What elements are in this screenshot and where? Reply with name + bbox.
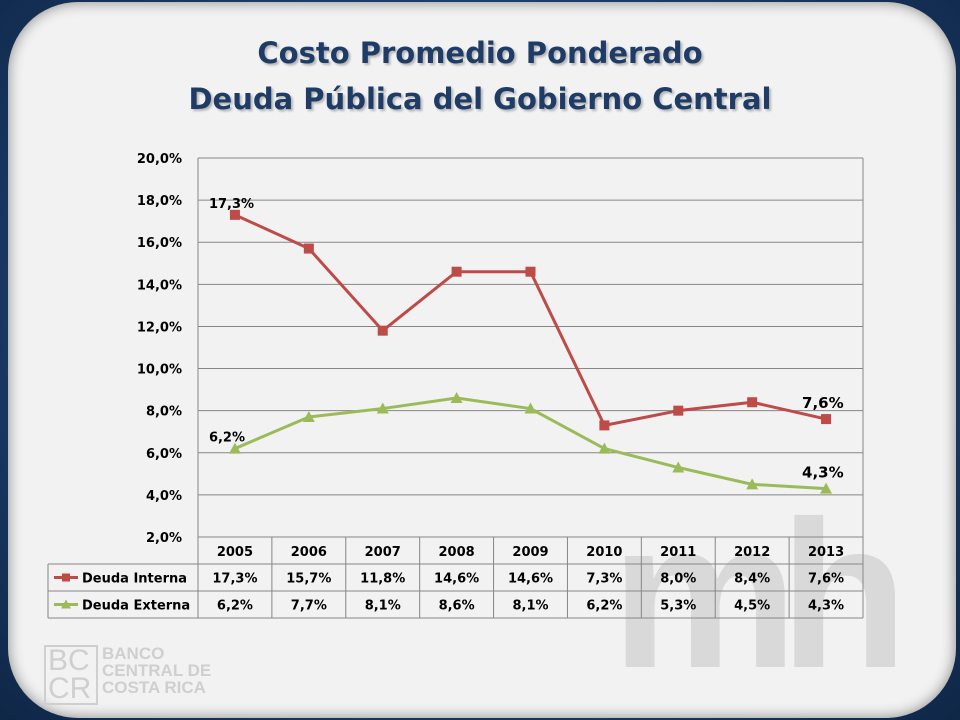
y-tick-label: 12,0% <box>137 320 182 335</box>
x-category-label: 2007 <box>365 545 401 560</box>
data-label: 4,3% <box>802 464 844 482</box>
slide-background <box>8 2 956 718</box>
bccr-logo-mark: BC CR <box>44 645 98 705</box>
x-category-label: 2013 <box>808 545 844 560</box>
y-tick-label: 4,0% <box>146 489 182 504</box>
data-point-marker <box>673 405 684 416</box>
data-point-marker <box>820 482 833 494</box>
data-point-marker <box>746 478 759 490</box>
table-value-cell: 8,0% <box>660 572 696 587</box>
y-tick-label: 18,0% <box>137 194 182 209</box>
watermark-logo: mh <box>611 477 908 712</box>
x-category-label: 2009 <box>512 545 548 560</box>
x-category-label: 2011 <box>660 545 696 560</box>
table-value-cell: 6,2% <box>586 599 622 614</box>
table-value-cell: 14,6% <box>434 572 479 587</box>
legend-series-name: Deuda Externa <box>82 599 190 614</box>
y-tick-label: 10,0% <box>137 363 182 378</box>
table-value-cell: 8,4% <box>734 572 770 587</box>
bccr-logo: BC CR BANCO CENTRAL DE COSTA RICA <box>44 645 244 709</box>
data-point-marker <box>451 266 462 277</box>
table-value-cell: 7,3% <box>586 572 622 587</box>
data-point-marker <box>228 442 241 454</box>
data-point-marker <box>672 461 685 473</box>
y-tick-label: 8,0% <box>146 405 182 420</box>
x-category-label: 2010 <box>586 545 622 560</box>
data-label: 17,3% <box>209 197 254 212</box>
table-value-cell: 11,8% <box>360 572 405 587</box>
table-value-cell: 8,1% <box>365 599 401 614</box>
bccr-logo-name: BANCO CENTRAL DE COSTA RICA <box>102 644 212 697</box>
table-value-cell: 4,5% <box>734 599 770 614</box>
data-point-marker <box>377 325 388 336</box>
data-point-marker <box>450 392 463 404</box>
series-line-deuda-interna <box>234 213 827 427</box>
data-point-marker <box>229 209 240 220</box>
legend-series-name: Deuda Interna <box>82 572 187 587</box>
legend-key-marker <box>61 599 71 609</box>
table-value-cell: 6,2% <box>217 599 253 614</box>
y-tick-label: 6,0% <box>146 447 182 462</box>
table-value-cell: 5,3% <box>660 599 696 614</box>
data-point-marker <box>302 410 315 422</box>
x-category-label: 2005 <box>217 545 253 560</box>
y-tick-label: 14,0% <box>137 278 182 293</box>
x-category-label: 2012 <box>734 545 770 560</box>
legend-key-marker <box>62 573 70 582</box>
table-value-cell: 8,1% <box>512 599 548 614</box>
table-value-cell: 15,7% <box>286 572 331 587</box>
data-label: 6,2% <box>209 431 245 446</box>
data-point-marker <box>598 442 611 454</box>
data-point-marker <box>303 243 314 254</box>
data-point-marker <box>376 402 389 414</box>
table-value-cell: 8,6% <box>439 599 475 614</box>
data-point-marker <box>525 266 536 277</box>
table-value-cell: 7,6% <box>808 572 844 587</box>
x-category-label: 2006 <box>291 545 327 560</box>
y-tick-label: 20,0% <box>137 152 182 167</box>
table-value-cell: 7,7% <box>291 599 327 614</box>
data-point-marker <box>821 414 832 425</box>
y-tick-label: 16,0% <box>137 236 182 251</box>
data-point-marker <box>599 420 610 431</box>
data-point-marker <box>747 397 758 408</box>
chart-title-line-2: Deuda Pública del Gobierno Central <box>188 82 772 116</box>
data-point-marker <box>524 402 537 414</box>
x-category-label: 2008 <box>439 545 475 560</box>
y-tick-label: 2,0% <box>146 531 182 546</box>
chart-title-line-1: Costo Promedio Ponderado <box>257 36 703 70</box>
data-label: 7,6% <box>802 394 844 412</box>
table-value-cell: 14,6% <box>508 572 553 587</box>
table-value-cell: 4,3% <box>808 599 844 614</box>
table-value-cell: 17,3% <box>212 572 257 587</box>
